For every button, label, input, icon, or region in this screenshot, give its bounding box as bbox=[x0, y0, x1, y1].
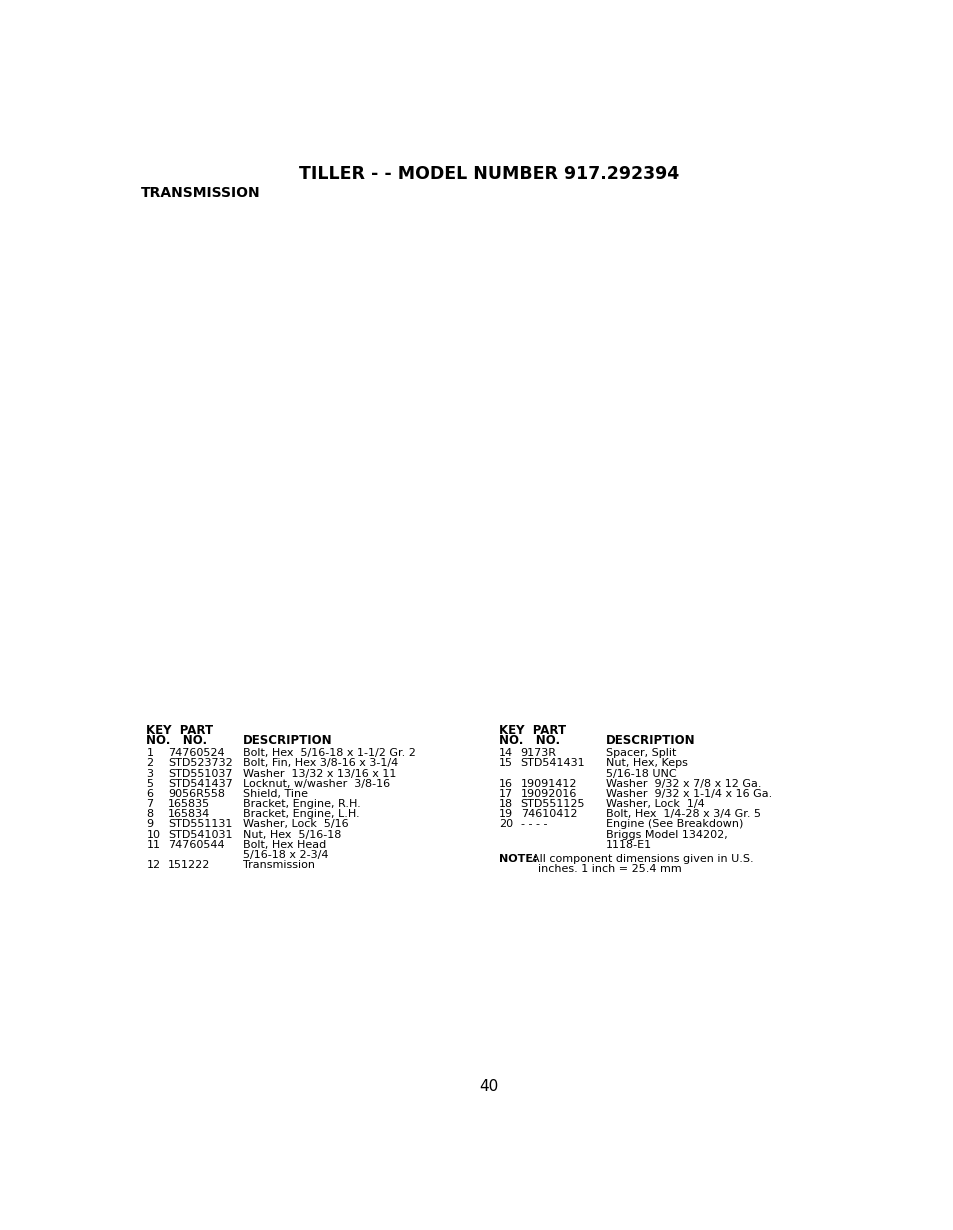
Text: DESCRIPTION: DESCRIPTION bbox=[605, 734, 695, 748]
Text: 74610412: 74610412 bbox=[520, 809, 577, 819]
Text: Washer  9/32 x 1-1/4 x 16 Ga.: Washer 9/32 x 1-1/4 x 16 Ga. bbox=[605, 788, 771, 798]
Text: Briggs Model 134202,: Briggs Model 134202, bbox=[605, 829, 727, 840]
Text: TRANSMISSION: TRANSMISSION bbox=[141, 186, 260, 200]
Text: 19092016: 19092016 bbox=[520, 788, 577, 798]
Text: DESCRIPTION: DESCRIPTION bbox=[243, 734, 333, 748]
Text: 20: 20 bbox=[498, 819, 513, 829]
Text: 8: 8 bbox=[146, 809, 153, 819]
Text: STD551131: STD551131 bbox=[168, 819, 233, 829]
Text: 9: 9 bbox=[146, 819, 153, 829]
Text: Bracket, Engine, L.H.: Bracket, Engine, L.H. bbox=[243, 809, 359, 819]
Text: 10: 10 bbox=[146, 829, 160, 840]
Text: 17: 17 bbox=[498, 788, 513, 798]
Text: Washer, Lock  5/16: Washer, Lock 5/16 bbox=[243, 819, 349, 829]
Text: 16: 16 bbox=[498, 779, 513, 788]
Text: STD551125: STD551125 bbox=[520, 800, 584, 809]
Text: 1118-E1: 1118-E1 bbox=[605, 840, 652, 850]
Text: Washer  13/32 x 13/16 x 11: Washer 13/32 x 13/16 x 11 bbox=[243, 769, 396, 779]
Text: 3: 3 bbox=[146, 769, 153, 779]
Text: NOTE:: NOTE: bbox=[498, 855, 537, 865]
Text: Bolt, Hex Head: Bolt, Hex Head bbox=[243, 840, 326, 850]
Text: 40: 40 bbox=[478, 1079, 498, 1095]
Text: Bracket, Engine, R.H.: Bracket, Engine, R.H. bbox=[243, 800, 360, 809]
Text: Engine (See Breakdown): Engine (See Breakdown) bbox=[605, 819, 742, 829]
Text: Shield, Tine: Shield, Tine bbox=[243, 788, 308, 798]
Text: 18: 18 bbox=[498, 800, 513, 809]
Text: Washer, Lock  1/4: Washer, Lock 1/4 bbox=[605, 800, 704, 809]
Text: - - - -: - - - - bbox=[520, 819, 547, 829]
Text: 1: 1 bbox=[146, 748, 153, 758]
Text: 2: 2 bbox=[146, 759, 153, 769]
Text: 165834: 165834 bbox=[168, 809, 210, 819]
Text: 12: 12 bbox=[146, 860, 160, 870]
Text: 19091412: 19091412 bbox=[520, 779, 577, 788]
Text: Transmission: Transmission bbox=[243, 860, 314, 870]
Text: NO.   NO.: NO. NO. bbox=[146, 734, 208, 748]
Text: 74760524: 74760524 bbox=[168, 748, 225, 758]
Text: 9056R558: 9056R558 bbox=[168, 788, 225, 798]
Text: Nut, Hex  5/16-18: Nut, Hex 5/16-18 bbox=[243, 829, 341, 840]
Text: KEY  PART: KEY PART bbox=[498, 723, 565, 737]
Text: Bolt, Hex  1/4-28 x 3/4 Gr. 5: Bolt, Hex 1/4-28 x 3/4 Gr. 5 bbox=[605, 809, 760, 819]
Text: Spacer, Split: Spacer, Split bbox=[605, 748, 676, 758]
Text: 5/16-18 UNC: 5/16-18 UNC bbox=[605, 769, 676, 779]
Text: 5/16-18 x 2-3/4: 5/16-18 x 2-3/4 bbox=[243, 850, 329, 860]
Text: STD541431: STD541431 bbox=[520, 759, 585, 769]
Text: 7: 7 bbox=[146, 800, 153, 809]
Text: STD541437: STD541437 bbox=[168, 779, 233, 788]
Text: 19: 19 bbox=[498, 809, 513, 819]
Text: Washer  9/32 x 7/8 x 12 Ga.: Washer 9/32 x 7/8 x 12 Ga. bbox=[605, 779, 760, 788]
Text: Locknut, w/washer  3/8-16: Locknut, w/washer 3/8-16 bbox=[243, 779, 390, 788]
Text: inches. 1 inch = 25.4 mm: inches. 1 inch = 25.4 mm bbox=[537, 865, 680, 875]
Text: TILLER - - MODEL NUMBER 917.292394: TILLER - - MODEL NUMBER 917.292394 bbox=[298, 165, 679, 182]
Text: 6: 6 bbox=[146, 788, 153, 798]
Text: 14: 14 bbox=[498, 748, 513, 758]
Text: All component dimensions given in U.S.: All component dimensions given in U.S. bbox=[531, 855, 752, 865]
Text: NO.   NO.: NO. NO. bbox=[498, 734, 559, 748]
Text: 151222: 151222 bbox=[168, 860, 211, 870]
Text: STD551037: STD551037 bbox=[168, 769, 233, 779]
Text: Bolt, Fin, Hex 3/8-16 x 3-1/4: Bolt, Fin, Hex 3/8-16 x 3-1/4 bbox=[243, 759, 398, 769]
Text: Nut, Hex, Keps: Nut, Hex, Keps bbox=[605, 759, 687, 769]
Text: 74760544: 74760544 bbox=[168, 840, 225, 850]
Text: KEY  PART: KEY PART bbox=[146, 723, 213, 737]
Text: 9173R: 9173R bbox=[520, 748, 557, 758]
Text: 165835: 165835 bbox=[168, 800, 210, 809]
Text: 15: 15 bbox=[498, 759, 513, 769]
Text: STD523732: STD523732 bbox=[168, 759, 233, 769]
Text: 11: 11 bbox=[146, 840, 160, 850]
Text: 5: 5 bbox=[146, 779, 153, 788]
Text: Bolt, Hex  5/16-18 x 1-1/2 Gr. 2: Bolt, Hex 5/16-18 x 1-1/2 Gr. 2 bbox=[243, 748, 416, 758]
Text: STD541031: STD541031 bbox=[168, 829, 233, 840]
